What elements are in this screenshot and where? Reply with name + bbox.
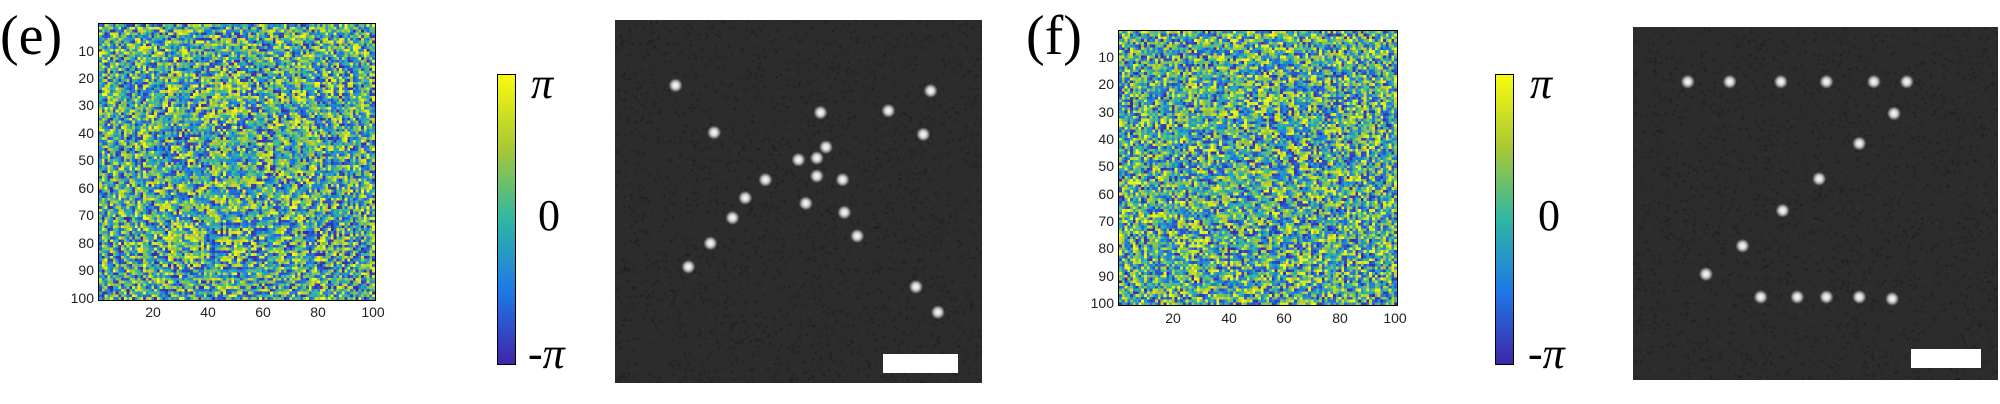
- minus-sign: -: [1528, 329, 1543, 378]
- focal-spots-e: [615, 20, 982, 383]
- y-tick: 90: [1098, 268, 1114, 284]
- phase-map-image-e: [99, 24, 375, 300]
- panel-label-f: (f): [1026, 5, 1082, 67]
- scale-bar-f: [1911, 349, 1981, 368]
- colorbar-min-label-f: -π: [1528, 332, 1565, 376]
- phase-map-image-f: [1119, 31, 1397, 305]
- y-tick: 70: [1098, 213, 1114, 229]
- y-tick: 60: [78, 180, 94, 196]
- scale-bar-e: [883, 354, 958, 373]
- phase-map-f: [1118, 30, 1398, 306]
- x-tick: 20: [1165, 310, 1181, 326]
- colorbar-max-label-e: π: [531, 59, 554, 108]
- pi-symbol: π: [542, 329, 565, 378]
- x-tick: 40: [1221, 310, 1237, 326]
- y-tick: 10: [78, 43, 94, 59]
- colorbar-mid-label-f: 0: [1538, 191, 1560, 240]
- x-tick: 100: [361, 304, 385, 320]
- panel-label-e: (e): [0, 5, 63, 67]
- x-tick: 20: [145, 304, 161, 320]
- pi-symbol: π: [1542, 329, 1565, 378]
- x-tick: 60: [1276, 310, 1292, 326]
- y-tick: 30: [1098, 104, 1114, 120]
- y-tick: 50: [1098, 158, 1114, 174]
- focal-spots-f: [1633, 27, 1998, 380]
- y-tick: 10: [1098, 49, 1114, 65]
- colorbar-f: [1495, 74, 1514, 365]
- x-tick: 60: [255, 304, 271, 320]
- focal-plane-image-f: [1633, 27, 1998, 380]
- x-tick: 80: [310, 304, 326, 320]
- y-tick: 40: [1098, 131, 1114, 147]
- colorbar-e: [497, 74, 516, 365]
- phase-map-e: [98, 23, 376, 301]
- colorbar-mid-label-e: 0: [538, 191, 560, 240]
- y-tick: 80: [78, 235, 94, 251]
- y-tick: 100: [1090, 295, 1114, 311]
- colorbar-min-label-e: -π: [528, 332, 565, 376]
- colorbar-max-label-f: π: [1530, 59, 1553, 108]
- y-tick: 30: [78, 97, 94, 113]
- y-tick: 40: [78, 125, 94, 141]
- focal-plane-image-e: [615, 20, 982, 383]
- y-tick: 60: [1098, 186, 1114, 202]
- x-tick: 80: [1332, 310, 1348, 326]
- y-tick: 20: [1098, 76, 1114, 92]
- y-tick: 20: [78, 70, 94, 86]
- y-tick: 100: [70, 290, 94, 306]
- y-tick: 80: [1098, 240, 1114, 256]
- x-tick: 100: [1383, 310, 1407, 326]
- minus-sign: -: [528, 329, 543, 378]
- y-tick: 90: [78, 262, 94, 278]
- x-tick: 40: [200, 304, 216, 320]
- y-tick: 70: [78, 207, 94, 223]
- y-tick: 50: [78, 152, 94, 168]
